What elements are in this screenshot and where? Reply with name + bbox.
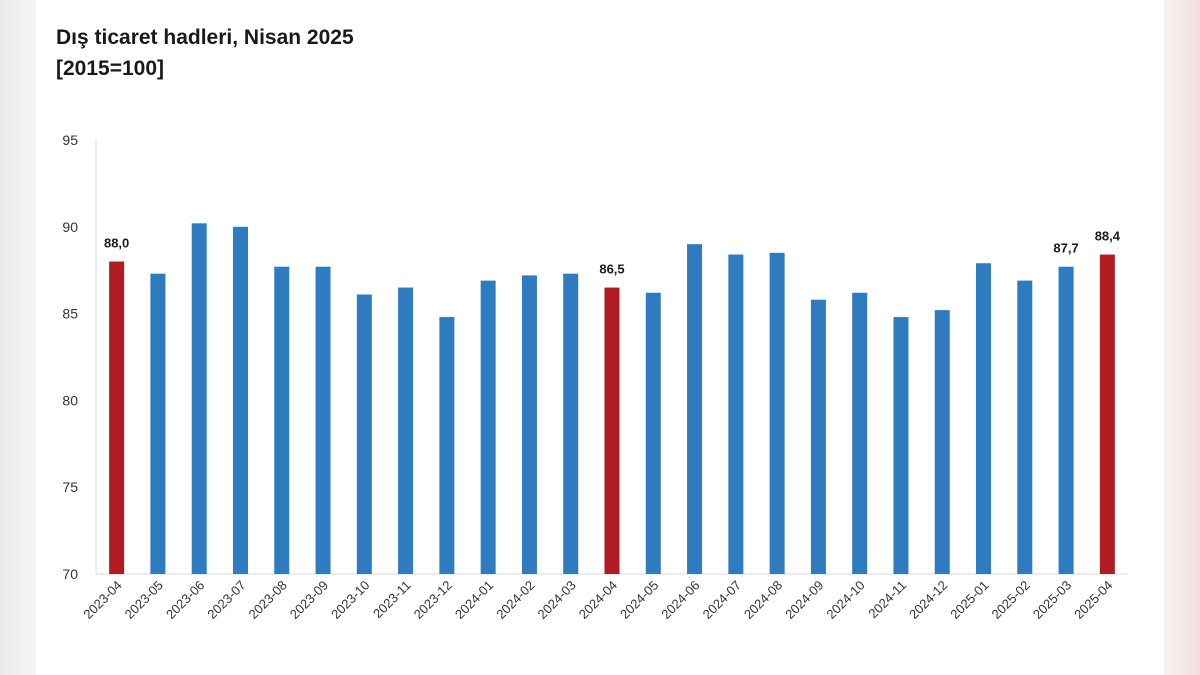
- left-margin: [0, 0, 36, 675]
- x-tick-label: 2024-11: [865, 578, 909, 622]
- x-tick-label: 2025-04: [1071, 578, 1115, 622]
- bar-2023-04: [109, 261, 125, 574]
- data-label-2024-04: 86,5: [599, 262, 624, 277]
- x-tick-label: 2025-01: [947, 578, 991, 622]
- bar-2025-02: [1017, 280, 1033, 574]
- x-tick-label: 2024-05: [617, 578, 661, 622]
- bar-2023-08: [274, 266, 290, 574]
- x-tick-label: 2024-09: [782, 578, 826, 622]
- bar-2024-08: [769, 252, 785, 574]
- chart-card: Dış ticaret hadleri, Nisan 2025 [2015=10…: [36, 0, 1164, 675]
- bar-2023-11: [398, 287, 414, 574]
- data-label-2025-04: 88,4: [1095, 229, 1121, 244]
- bar-2024-05: [645, 292, 661, 574]
- bar-2024-04: [604, 287, 620, 574]
- x-tick-label: 2024-08: [741, 578, 785, 622]
- x-tick-label: 2023-07: [204, 578, 248, 622]
- x-tick-label: 2023-12: [411, 578, 455, 622]
- bar-2025-04: [1099, 254, 1115, 575]
- x-tick-label: 2023-10: [328, 578, 372, 622]
- x-tick-label: 2024-03: [534, 578, 578, 622]
- y-tick-label: 95: [62, 132, 78, 148]
- bar-2024-10: [852, 292, 868, 574]
- bar-2024-11: [893, 317, 909, 574]
- x-tick-label: 2024-02: [493, 578, 537, 622]
- bar-2023-06: [191, 223, 207, 574]
- x-tick-label: 2025-02: [989, 578, 1033, 622]
- x-tick-label: 2025-03: [1030, 578, 1074, 622]
- bar-2023-07: [232, 226, 248, 575]
- bar-2024-12: [934, 310, 950, 574]
- x-tick-label: 2024-12: [906, 578, 950, 622]
- bar-chart: 70758085909588,02023-042023-052023-06202…: [62, 132, 1128, 622]
- bar-2025-01: [976, 263, 992, 574]
- y-tick-label: 85: [62, 306, 78, 322]
- y-tick-label: 90: [62, 219, 78, 235]
- data-label-2025-03: 87,7: [1053, 241, 1078, 256]
- chart-title-line1: Dış ticaret hadleri, Nisan 2025: [56, 26, 354, 49]
- y-tick-label: 80: [62, 392, 78, 408]
- x-tick-label: 2024-06: [658, 578, 702, 622]
- bar-2024-02: [521, 275, 537, 574]
- x-tick-label: 2023-05: [122, 578, 166, 622]
- bar-2023-10: [356, 294, 372, 574]
- bar-2023-12: [439, 317, 455, 574]
- y-tick-label: 70: [62, 566, 78, 582]
- bar-2023-05: [150, 273, 166, 574]
- x-tick-label: 2023-11: [370, 578, 414, 622]
- data-label-2023-04: 88,0: [104, 236, 129, 251]
- bar-2024-01: [480, 280, 496, 574]
- y-tick-label: 75: [62, 479, 78, 495]
- bar-2024-06: [687, 244, 703, 574]
- x-tick-label: 2024-01: [452, 578, 496, 622]
- right-margin: [1164, 0, 1200, 675]
- x-tick-label: 2024-10: [823, 578, 867, 622]
- bar-2023-09: [315, 266, 331, 574]
- x-tick-label: 2024-07: [700, 578, 744, 622]
- bar-2024-03: [563, 273, 579, 574]
- x-tick-label: 2023-09: [287, 578, 331, 622]
- x-tick-label: 2023-08: [246, 578, 290, 622]
- x-tick-label: 2023-06: [163, 578, 207, 622]
- bar-2025-03: [1058, 266, 1074, 574]
- chart-title: Dış ticaret hadleri, Nisan 2025 [2015=10…: [56, 22, 354, 84]
- bar-2024-09: [810, 299, 826, 574]
- x-tick-label: 2023-04: [80, 578, 124, 622]
- bar-2024-07: [728, 254, 744, 575]
- chart-title-line2: [2015=100]: [56, 57, 165, 80]
- x-tick-label: 2024-04: [576, 578, 620, 622]
